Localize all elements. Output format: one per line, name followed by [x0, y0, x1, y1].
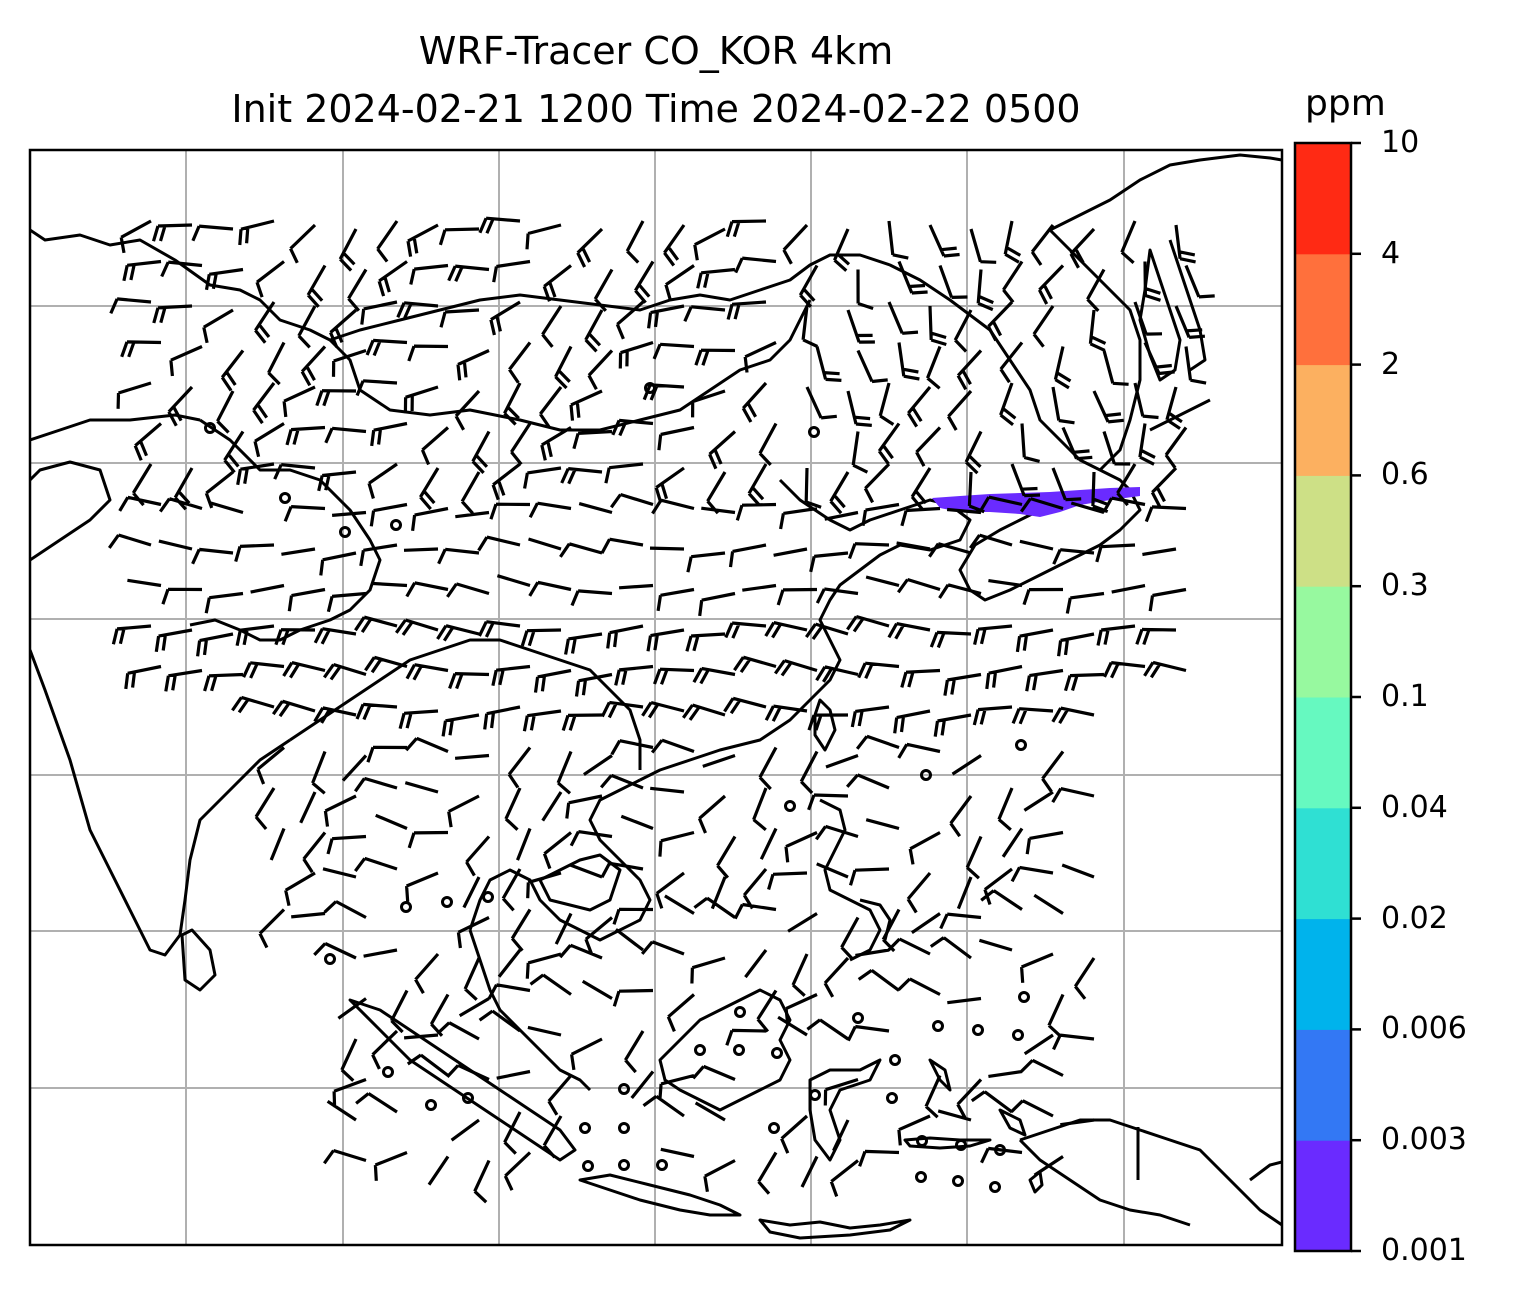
calm-wind-marker [324, 953, 336, 965]
wind-barb-field [107, 216, 1215, 1204]
colorbar-tick-label: 0.1 [1381, 679, 1429, 714]
calm-wind-marker [618, 1159, 630, 1171]
calm-wind-marker [1012, 1029, 1024, 1041]
colorbar-tick-label: 2 [1381, 346, 1401, 382]
calm-wind-marker [889, 1054, 901, 1066]
calm-wind-marker [1018, 991, 1030, 1003]
calm-wind-marker [462, 1092, 474, 1104]
calm-wind-marker [994, 1144, 1006, 1156]
calm-wind-marker [441, 896, 453, 908]
calm-wind-marker [989, 1181, 1001, 1193]
colorbar-segment [1295, 1029, 1351, 1141]
calm-wind-marker [656, 1159, 668, 1171]
calm-wind-marker [886, 1092, 898, 1104]
colorbar-tick-label: 0.04 [1381, 789, 1448, 825]
calm-wind-marker [400, 901, 412, 913]
colorbar-segment [1295, 918, 1351, 1030]
calm-wind-marker [955, 1139, 967, 1151]
co-tracer-plume [932, 487, 1140, 517]
calm-wind-marker [932, 1020, 944, 1032]
wind-barbs [107, 216, 1215, 1204]
calm-wind-marker [279, 492, 291, 504]
map-title-line2: Init 2024-02-21 1200 Time 2024-02-22 050… [231, 87, 1081, 131]
colorbar-tick-label: 0.3 [1381, 568, 1429, 604]
calm-wind-marker [915, 1171, 927, 1183]
calm-wind-marker [808, 426, 820, 438]
colorbar-segment [1295, 697, 1351, 809]
calm-wind-marker [694, 1044, 706, 1056]
calm-wind-marker [425, 1099, 437, 1111]
calm-wind-marker [618, 1083, 630, 1095]
colorbar-tick-label: 0.003 [1381, 1122, 1467, 1158]
calm-wind-marker [644, 382, 656, 394]
colorbar-tick-label: 0.001 [1381, 1233, 1467, 1268]
calm-wind-marker [382, 1066, 394, 1078]
calm-wind-marker [952, 1175, 964, 1187]
colorbar-tick-label: 4 [1381, 235, 1401, 271]
colorbar-tick-label: 0.6 [1381, 457, 1429, 493]
calm-wind-marker [771, 1047, 783, 1059]
colorbar-segment [1295, 586, 1351, 698]
colorbar [1295, 143, 1351, 1252]
colorbar-segment [1295, 143, 1351, 255]
calm-wind-marker [579, 1122, 591, 1134]
map-area [30, 150, 1282, 1245]
calm-wind-circles [204, 382, 1030, 1193]
calm-wind-marker [204, 422, 216, 434]
calm-wind-marker [1015, 739, 1027, 751]
colorbar-tick-label: 10 [1381, 125, 1420, 160]
calm-wind-marker [920, 769, 932, 781]
coastlines [30, 153, 1282, 1240]
colorbar-units-label: ppm [1305, 83, 1386, 124]
calm-wind-marker [339, 526, 351, 538]
colorbar-tick-label: 0.02 [1381, 900, 1448, 936]
calm-wind-marker [482, 891, 494, 903]
calm-wind-marker [972, 1024, 984, 1036]
colorbar-tick-label: 0.006 [1381, 1011, 1467, 1047]
map-frame [28, 148, 1284, 1247]
calm-wind-marker [784, 800, 796, 812]
calm-wind-marker [390, 519, 402, 531]
calm-wind-marker [852, 1012, 864, 1024]
colorbar-segment [1295, 1140, 1351, 1252]
calm-wind-marker [809, 1089, 821, 1101]
colorbar-segment [1295, 475, 1351, 587]
map-title-line1: WRF-Tracer CO_KOR 4km [418, 29, 894, 73]
calm-wind-marker [618, 1122, 630, 1134]
calm-wind-marker [582, 1160, 594, 1172]
colorbar-segment [1295, 807, 1351, 920]
calm-wind-marker [916, 1135, 928, 1147]
calm-wind-marker [768, 1122, 780, 1134]
calm-wind-marker [733, 1044, 745, 1056]
colorbar-segment [1295, 253, 1351, 366]
calm-wind-marker [734, 1006, 746, 1018]
colorbar-segment [1295, 364, 1351, 476]
colorbar-ticks [1351, 141, 1361, 1253]
